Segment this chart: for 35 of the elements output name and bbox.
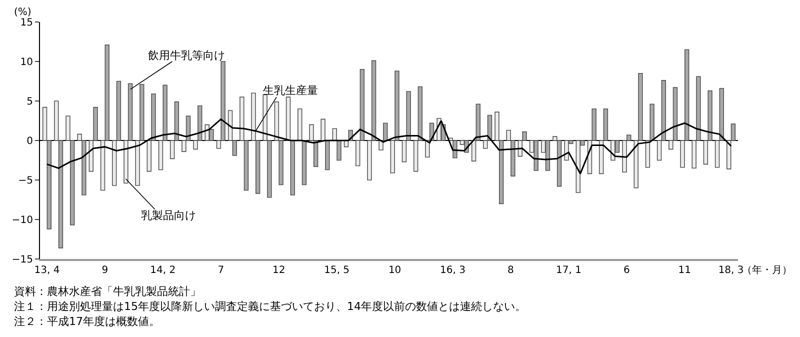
bar bbox=[556, 140, 562, 187]
x-axis-title: （年・月） bbox=[742, 264, 792, 276]
x-tick-label: 8 bbox=[508, 265, 514, 276]
bar bbox=[290, 140, 295, 196]
bar bbox=[534, 140, 538, 171]
y-tick-label: −5 bbox=[18, 176, 33, 186]
y-tick-label: 15 bbox=[20, 18, 33, 28]
text: 乳製品向け bbox=[141, 209, 196, 222]
x-tick-label: 14, 2 bbox=[150, 265, 176, 276]
x-tick-label: 11 bbox=[678, 265, 692, 276]
y-tick-label: 10 bbox=[20, 57, 33, 68]
bar bbox=[545, 140, 550, 171]
series-label: 飲用牛乳等向け bbox=[148, 49, 225, 62]
y-tick-label: 5 bbox=[26, 96, 33, 108]
x-tick-label: 6 bbox=[624, 265, 630, 276]
x-tick-label: 10 bbox=[388, 265, 402, 276]
y-tick-label: −15 bbox=[12, 254, 33, 266]
x-tick-label: 7 bbox=[218, 265, 224, 276]
text: 生乳生産量 bbox=[263, 84, 318, 97]
text: 注２：平成17年度は概数値。 bbox=[14, 315, 160, 328]
bar bbox=[302, 140, 307, 186]
x-tick-label: 17, 1 bbox=[556, 265, 582, 276]
y-tick-label: 0 bbox=[26, 136, 33, 147]
x-tick-label: 13, 4 bbox=[34, 265, 60, 276]
x-tick-label: 16, 3 bbox=[440, 265, 466, 276]
x-tick-label: 18, 3 bbox=[718, 265, 744, 276]
y-tick-label: −10 bbox=[12, 215, 33, 226]
x-tick-label: 15, 5 bbox=[324, 265, 350, 276]
text: 注１：用途別処理量は15年度以降新しい調査定義に基づいており、14年度以前の数値とは連続しない。 bbox=[14, 300, 526, 313]
bar bbox=[298, 108, 302, 141]
bar bbox=[286, 96, 291, 141]
y-axis-title: (%) bbox=[14, 7, 32, 18]
x-tick-label: 9 bbox=[102, 265, 108, 276]
x-tick-label: 12 bbox=[272, 265, 286, 276]
text: 資料：農林水産省「牛乳乳製品統計」 bbox=[14, 285, 201, 298]
